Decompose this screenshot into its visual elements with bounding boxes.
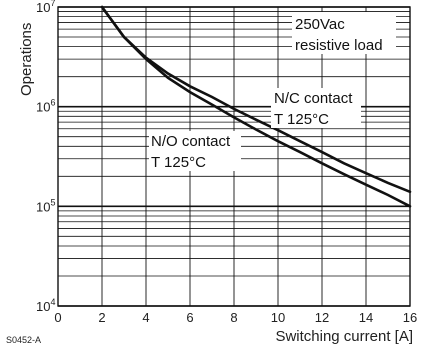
- nc-label-line-1: N/C contact: [274, 90, 353, 107]
- no-label-line-2: T 125°C: [151, 154, 206, 171]
- y-tick-label: 106: [36, 98, 55, 115]
- y-tick-label: 105: [36, 197, 55, 214]
- no-label-box: [149, 131, 241, 171]
- plot-frame: [57, 6, 411, 307]
- x-tick-label: 14: [359, 310, 373, 325]
- series-line-nc: [100, 5, 412, 194]
- x-tick-label: 4: [142, 310, 149, 325]
- x-axis-label: Switching current [A]: [275, 328, 413, 345]
- x-tick-label: 10: [271, 310, 285, 325]
- x-tick-label: 16: [403, 310, 417, 325]
- x-tick-labels: 0 2 4 6 8 10 12 14 16: [54, 310, 417, 325]
- y-tick-label: 107: [36, 0, 55, 15]
- series-curves: [100, 5, 412, 208]
- annotation-line-1: 250Vac: [295, 16, 345, 33]
- nc-label-line-2: T 125°C: [274, 111, 329, 128]
- y-tick-labels: 104 105 106 107: [36, 0, 55, 314]
- annotation-box: [292, 12, 396, 54]
- x-tick-label: 2: [98, 310, 105, 325]
- x-tick-label: 6: [186, 310, 193, 325]
- x-tick-label: 0: [54, 310, 61, 325]
- no-label-line-1: N/O contact: [151, 133, 231, 150]
- y-tick-label: 104: [36, 297, 55, 314]
- annotation-line-2: resistive load: [295, 37, 383, 54]
- figure-code: S0452-A: [6, 335, 41, 345]
- y-axis-label: Operations: [18, 23, 35, 96]
- x-tick-label: 12: [315, 310, 329, 325]
- nc-label-box: [271, 88, 361, 128]
- x-tick-label: 8: [230, 310, 237, 325]
- series-line-no: [100, 5, 412, 208]
